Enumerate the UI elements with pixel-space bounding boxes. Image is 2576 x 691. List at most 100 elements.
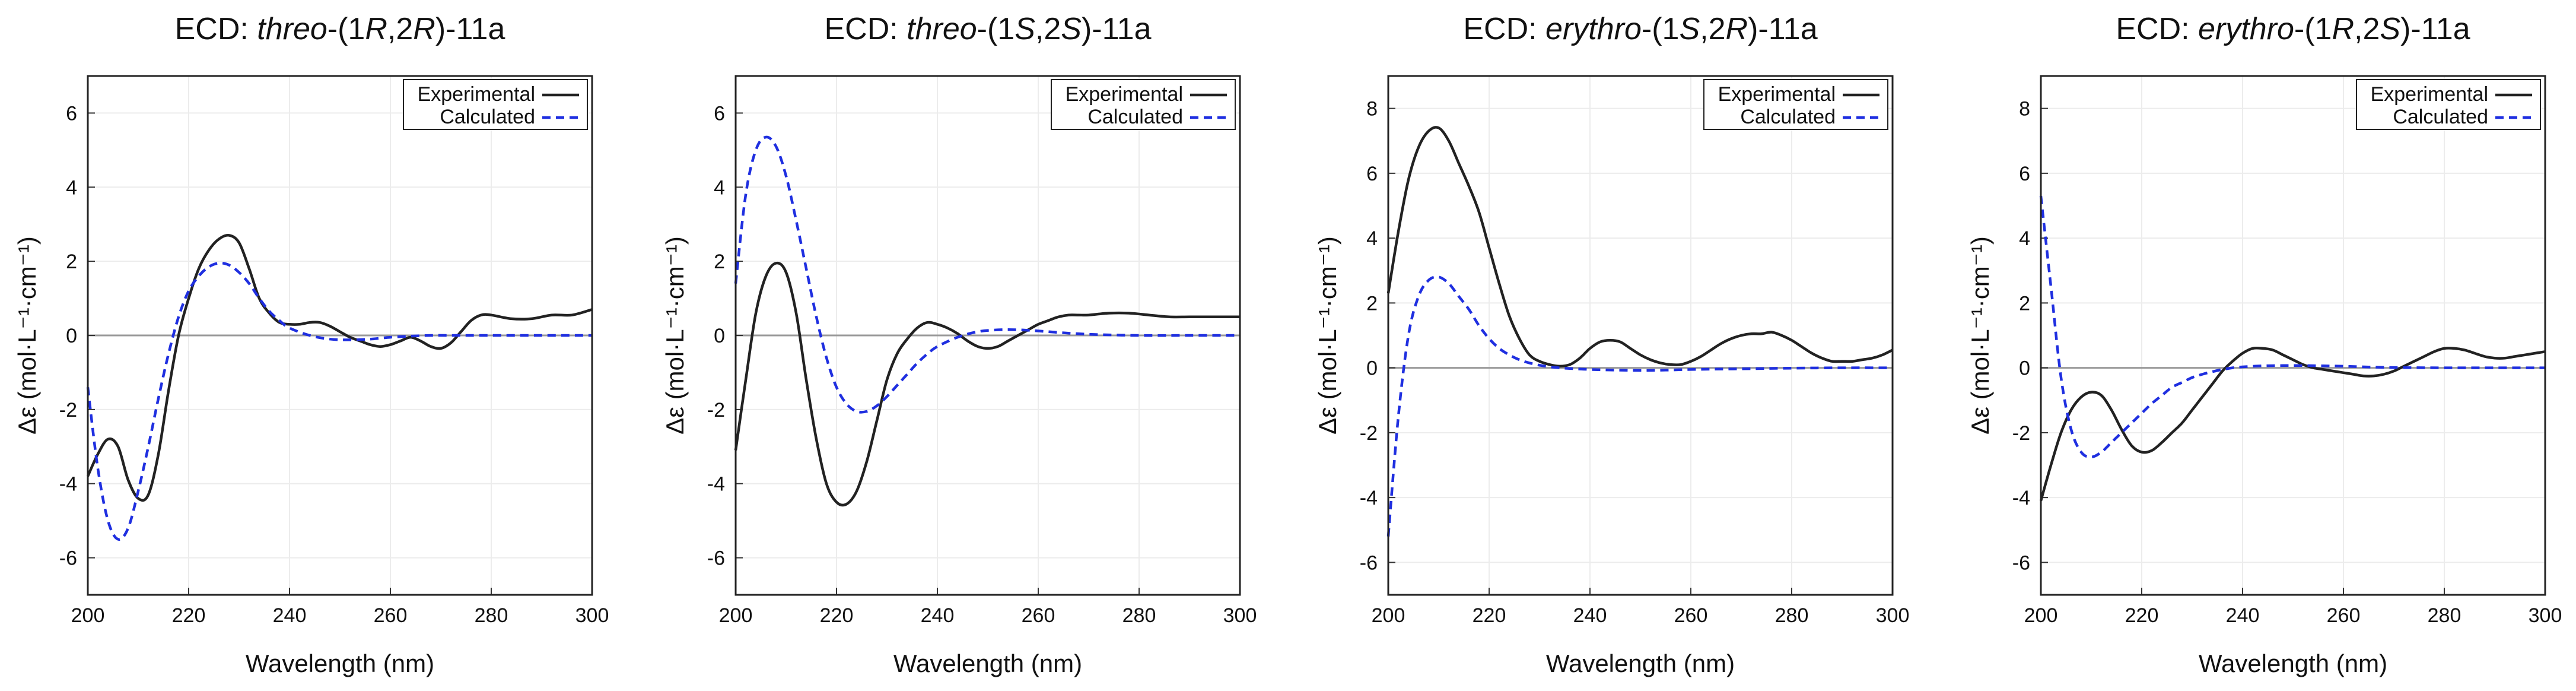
y-tick-label: 0 <box>714 325 725 347</box>
chart-title-part: -(1 <box>977 12 1015 46</box>
x-tick-label: 240 <box>1573 604 1607 627</box>
y-tick-label: 0 <box>2019 357 2030 380</box>
x-tick-label: 240 <box>921 604 955 627</box>
experimental-series-line <box>734 261 1240 507</box>
y-tick-label: 4 <box>714 176 725 199</box>
y-tick-label: 4 <box>66 176 77 199</box>
y-tick-label: 6 <box>66 102 77 125</box>
x-tick-label: 260 <box>1022 604 1055 627</box>
x-tick-label: 220 <box>820 604 854 627</box>
calculated-series-line <box>86 261 592 541</box>
calculated-series-line <box>2039 195 2545 459</box>
calculated-series-line <box>734 135 1240 414</box>
legend-label: Experimental <box>418 83 535 106</box>
plot-frame <box>1387 75 1894 596</box>
chart-title-part: )-11a <box>1082 12 1152 46</box>
x-tick-label: 260 <box>2327 604 2361 627</box>
legend-label: Experimental <box>2371 83 2488 106</box>
chart-title: ECD: threo-(1R,2R)-11a <box>175 12 505 46</box>
legend-box <box>2356 79 2541 130</box>
x-tick-label: 200 <box>71 604 105 627</box>
chart-title-part: -(1 <box>327 12 365 46</box>
y-tick-label: 4 <box>1366 227 1378 250</box>
x-tick-label: 200 <box>719 604 753 627</box>
chart-title: ECD: erythro-(1S,2R)-11a <box>1463 12 1817 46</box>
y-tick-label: 8 <box>2019 98 2030 121</box>
y-tick-label: -6 <box>59 547 77 570</box>
y-tick-label: -4 <box>2012 487 2030 509</box>
y-tick-label: -6 <box>1360 551 1378 574</box>
y-tick-label: 6 <box>1366 163 1378 185</box>
x-tick-label: 300 <box>2529 604 2562 627</box>
calculated-series-line <box>1386 275 1893 537</box>
y-tick-label: -2 <box>2012 422 2030 445</box>
legend-label: Experimental <box>1718 83 1836 106</box>
experimental-series-line <box>86 233 593 502</box>
x-tick-label: 200 <box>1372 604 1405 627</box>
y-axis-label: Δε (mol·L⁻¹·cm⁻¹) <box>661 236 689 435</box>
chart-title-part: erythro <box>1545 12 1642 46</box>
x-tick-label: 280 <box>475 604 508 627</box>
x-tick-label: 240 <box>273 604 307 627</box>
y-tick-label: -6 <box>2012 551 2030 574</box>
chart-title-part: R <box>2332 12 2354 46</box>
chart-title-part: )-11a <box>435 12 505 46</box>
plot-frame <box>87 75 593 596</box>
chart-title: ECD: threo-(1S,2S)-11a <box>824 12 1151 46</box>
chart-title: ECD: erythro-(1R,2S)-11a <box>2116 12 2470 46</box>
x-tick-label: 280 <box>1775 604 1809 627</box>
y-tick-label: 2 <box>66 251 77 273</box>
chart-title-part: S <box>2380 12 2400 46</box>
legend-label: Calculated <box>1087 106 1183 128</box>
chart-title-part: threo <box>257 12 327 46</box>
chart-title-part: R <box>365 12 387 46</box>
x-axis-label: Wavelength (nm) <box>2199 649 2387 677</box>
chart-title-prefix: ECD: <box>175 12 257 46</box>
chart-title-part: R <box>1726 12 1748 46</box>
x-tick-label: 300 <box>1876 604 1910 627</box>
x-tick-label: 260 <box>1674 604 1708 627</box>
x-axis-label: Wavelength (nm) <box>1546 649 1735 677</box>
chart-title-part: ,2 <box>1035 12 1061 46</box>
x-tick-label: 220 <box>172 604 206 627</box>
legend-box <box>403 79 588 130</box>
y-tick-label: 0 <box>1366 357 1378 380</box>
chart-title-part: erythro <box>2198 12 2294 46</box>
y-tick-label: 2 <box>2019 292 2030 315</box>
chart-title-part: )-11a <box>1748 12 1818 46</box>
chart-title-part: S <box>1061 12 1082 46</box>
plot-frame <box>2040 75 2546 596</box>
x-tick-label: 300 <box>575 604 609 627</box>
x-axis-label: Wavelength (nm) <box>893 649 1082 677</box>
x-tick-label: 220 <box>2125 604 2159 627</box>
x-tick-label: 260 <box>374 604 408 627</box>
y-tick-label: 2 <box>1366 292 1378 315</box>
y-tick-label: -6 <box>707 547 725 570</box>
x-tick-label: 240 <box>2226 604 2260 627</box>
y-tick-label: -4 <box>1360 487 1378 509</box>
x-tick-label: 280 <box>2428 604 2461 627</box>
chart-title-part: ,2 <box>2354 12 2380 46</box>
chart-title-part: ,2 <box>1700 12 1725 46</box>
y-tick-label: 2 <box>714 251 725 273</box>
y-tick-label: -4 <box>707 473 725 496</box>
x-tick-label: 200 <box>2024 604 2058 627</box>
y-tick-label: -2 <box>59 399 77 421</box>
chart-title-part: S <box>1679 12 1700 46</box>
chart-title-prefix: ECD: <box>824 12 907 46</box>
y-axis-label: Δε (mol·L⁻¹·cm⁻¹) <box>13 236 41 435</box>
y-tick-label: 4 <box>2019 227 2030 250</box>
plot-frame <box>734 75 1241 596</box>
x-tick-label: 280 <box>1122 604 1156 627</box>
experimental-series-line <box>1386 126 1893 368</box>
y-tick-label: 0 <box>66 325 77 347</box>
chart-title-part: )-11a <box>2400 12 2470 46</box>
chart-title-part: S <box>1015 12 1035 46</box>
y-tick-label: 6 <box>714 102 725 125</box>
chart-title-part: -(1 <box>2294 12 2332 46</box>
legend-label: Experimental <box>1066 83 1183 106</box>
chart-title-part: R <box>413 12 435 46</box>
